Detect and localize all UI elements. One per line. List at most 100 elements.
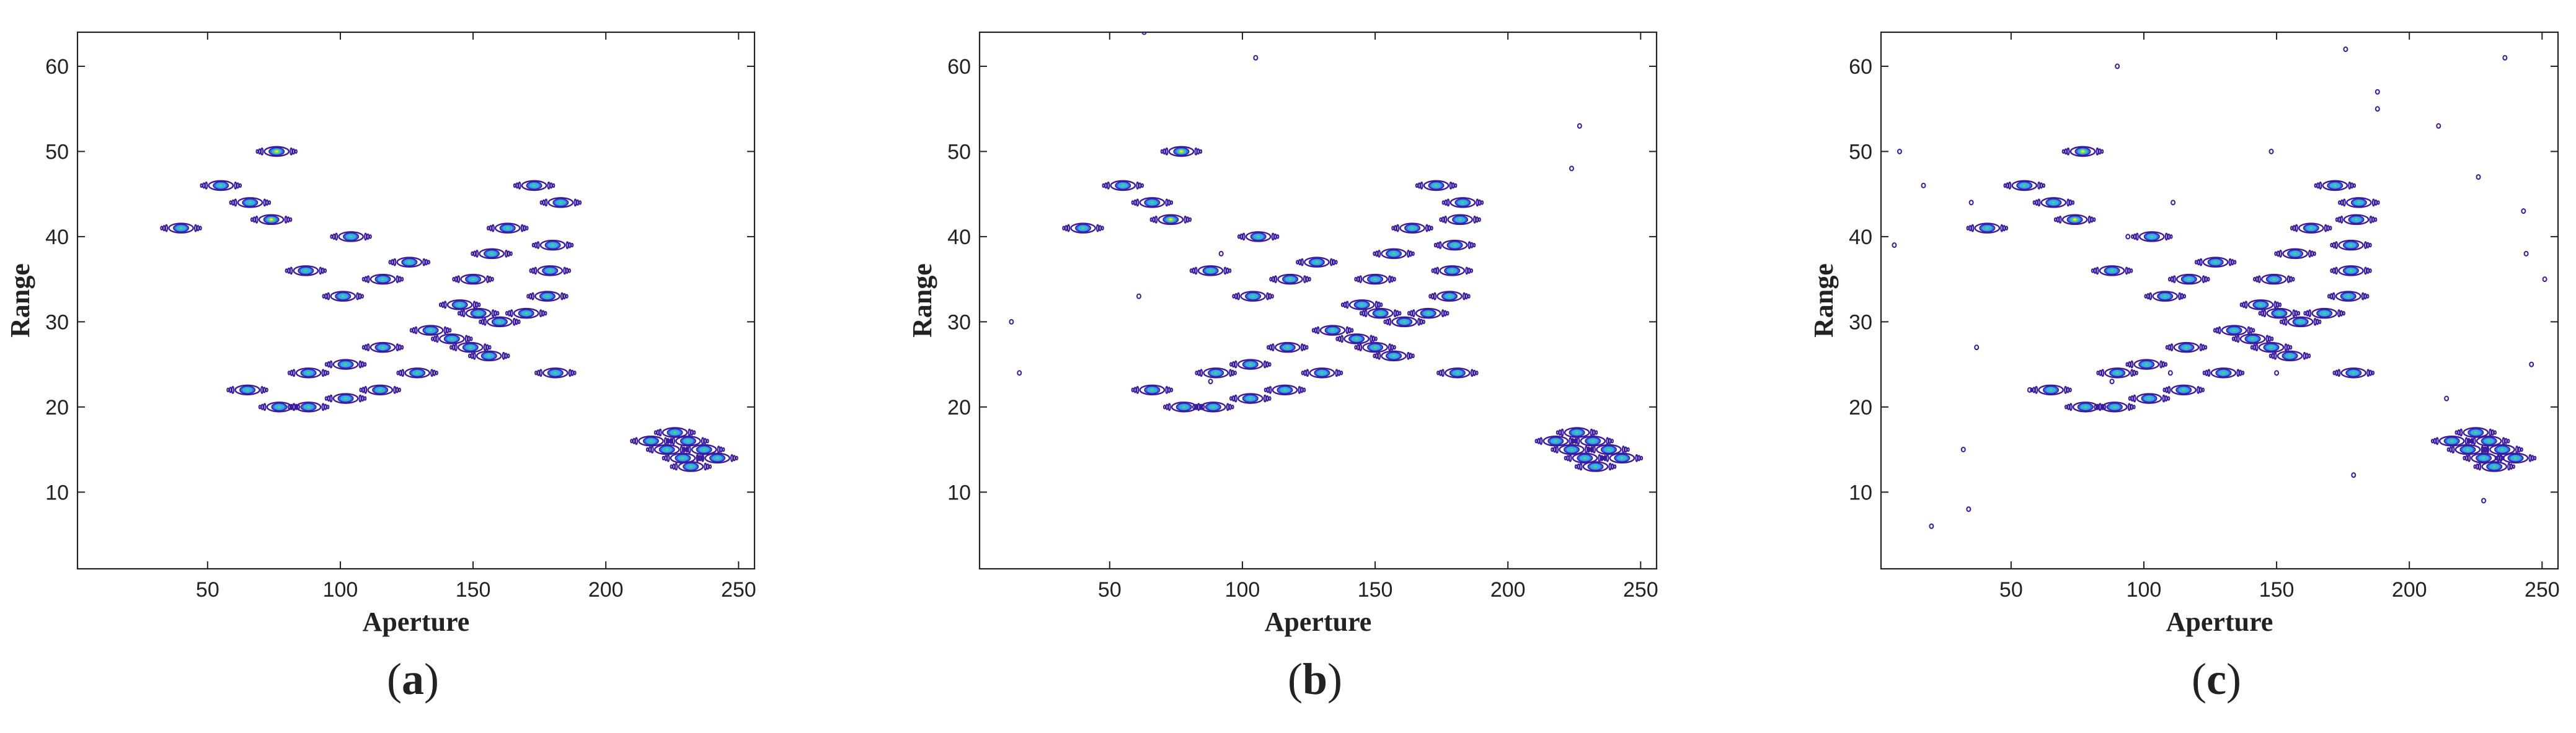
inner-core (2322, 312, 2326, 315)
sidelobe-contour (688, 428, 691, 437)
y-tick-label: 20 (1849, 396, 1872, 419)
scatterer-contour (468, 350, 510, 362)
sidelobe-contour (1194, 266, 1198, 275)
sidelobe-contour (1268, 385, 1272, 394)
sidelobe-contour (1396, 224, 1399, 232)
sidelobe-contour (515, 318, 518, 325)
sidelobe-contour (1152, 216, 1156, 223)
sidelobe-contour (2162, 394, 2166, 403)
scatterer-contour (1160, 146, 1203, 157)
x-tick-label: 200 (1490, 578, 1526, 602)
sidelobe-contour (1417, 317, 1421, 326)
sidelobe-contour (1585, 446, 1588, 454)
outer-contour (1582, 461, 1609, 472)
outer-contour (2266, 307, 2293, 319)
sidelobe-contour (1298, 385, 1301, 394)
outer-contour (2502, 452, 2529, 464)
sidelobe-contour (366, 343, 370, 352)
outer-contour (2338, 265, 2364, 276)
sidelobe-contour (573, 198, 577, 207)
inner-core (1211, 406, 1215, 408)
sidelobe-contour (1392, 276, 1396, 282)
outer-contour (2335, 291, 2361, 302)
sidelobe-contour (2270, 336, 2274, 341)
scatterer-contour (2167, 273, 2210, 285)
sidelobe-contour (490, 276, 494, 282)
sidelobe-contour (1420, 318, 1423, 325)
noise-speck (2542, 276, 2547, 283)
sidelobe-contour (329, 360, 333, 369)
inner-core (1427, 312, 1430, 315)
sidelobe-contour (1170, 387, 1174, 393)
sidelobe-contour (1444, 199, 1448, 206)
sidelobe-contour (2369, 215, 2373, 224)
outer-contour (460, 273, 486, 285)
outer-contour (537, 265, 564, 276)
outer-contour (1139, 384, 1166, 396)
sidelobe-contour (1268, 293, 1272, 300)
scatterer-contour (1391, 222, 1433, 234)
sidelobe-contour (2528, 454, 2532, 462)
sidelobe-contour (568, 242, 572, 248)
sidelobe-contour (2169, 234, 2173, 239)
sidelobe-contour (2197, 259, 2200, 266)
sidelobe-contour (2255, 343, 2259, 352)
sidelobe-contour (2308, 309, 2312, 318)
sidelobe-contour (327, 395, 330, 402)
outer-contour (168, 222, 194, 234)
scatterer-contour (1601, 452, 1644, 464)
outer-contour (1272, 384, 1298, 396)
sidelobe-contour (329, 394, 333, 403)
sidelobe-contour (2061, 149, 2065, 154)
sidelobe-contour (1167, 403, 1171, 411)
outer-contour (2069, 146, 2096, 157)
outer-contour (404, 367, 431, 379)
sidelobe-contour (534, 266, 538, 275)
sidelobe-contour (263, 198, 267, 207)
sidelobe-contour (2218, 326, 2221, 335)
inner-core (551, 244, 554, 247)
sidelobe-contour (1451, 182, 1455, 189)
sidelobe-contour (196, 225, 200, 232)
sidelobe-contour (2032, 387, 2036, 393)
sidelobe-contour (2053, 217, 2057, 222)
sidelobe-contour (570, 369, 574, 376)
sidelobe-contour (534, 371, 538, 375)
inner-core (248, 201, 252, 204)
sidelobe-contour (480, 318, 484, 325)
outer-contour (1237, 393, 1264, 404)
x-axis-title: Aperture (363, 607, 470, 637)
outer-contour (1240, 291, 1266, 302)
inner-core (278, 406, 281, 408)
sidelobe-contour (409, 328, 413, 333)
sidelobe-contour (1266, 387, 1270, 393)
sidelobe-contour (1270, 294, 1274, 299)
sidelobe-contour (2340, 215, 2344, 224)
inner-core (559, 201, 562, 204)
scatterer-contour (1102, 180, 1144, 191)
sidelobe-contour (536, 241, 540, 250)
sidelobe-contour (2330, 268, 2334, 273)
scatterer-contour (2481, 444, 2523, 455)
sidelobe-contour (2228, 258, 2232, 266)
sidelobe-contour (292, 369, 296, 377)
sidelobe-contour (1335, 336, 1339, 341)
sidelobe-contour (1229, 362, 1233, 367)
sidelobe-contour (1271, 343, 1275, 352)
inner-core (1315, 261, 1319, 263)
sidelobe-contour (358, 394, 362, 403)
sidelobe-contour (1263, 394, 1267, 403)
scatterer-contour (1149, 214, 1192, 226)
panel-c: 50 100 150 200 250 10 20 30 40 50 60 Aperture Range (… (1808, 31, 2560, 704)
inner-core (524, 312, 528, 315)
scatterer-contour (471, 248, 513, 260)
sidelobe-contour (2091, 268, 2094, 273)
outer-contour (1110, 180, 1136, 191)
sidelobe-contour (1407, 310, 1410, 316)
outer-contour (2476, 436, 2502, 447)
sidelobe-contour (565, 241, 569, 250)
scatterer-contour (1572, 436, 1614, 447)
sidelobe-contour (1478, 199, 1482, 206)
inner-core (2514, 457, 2517, 459)
